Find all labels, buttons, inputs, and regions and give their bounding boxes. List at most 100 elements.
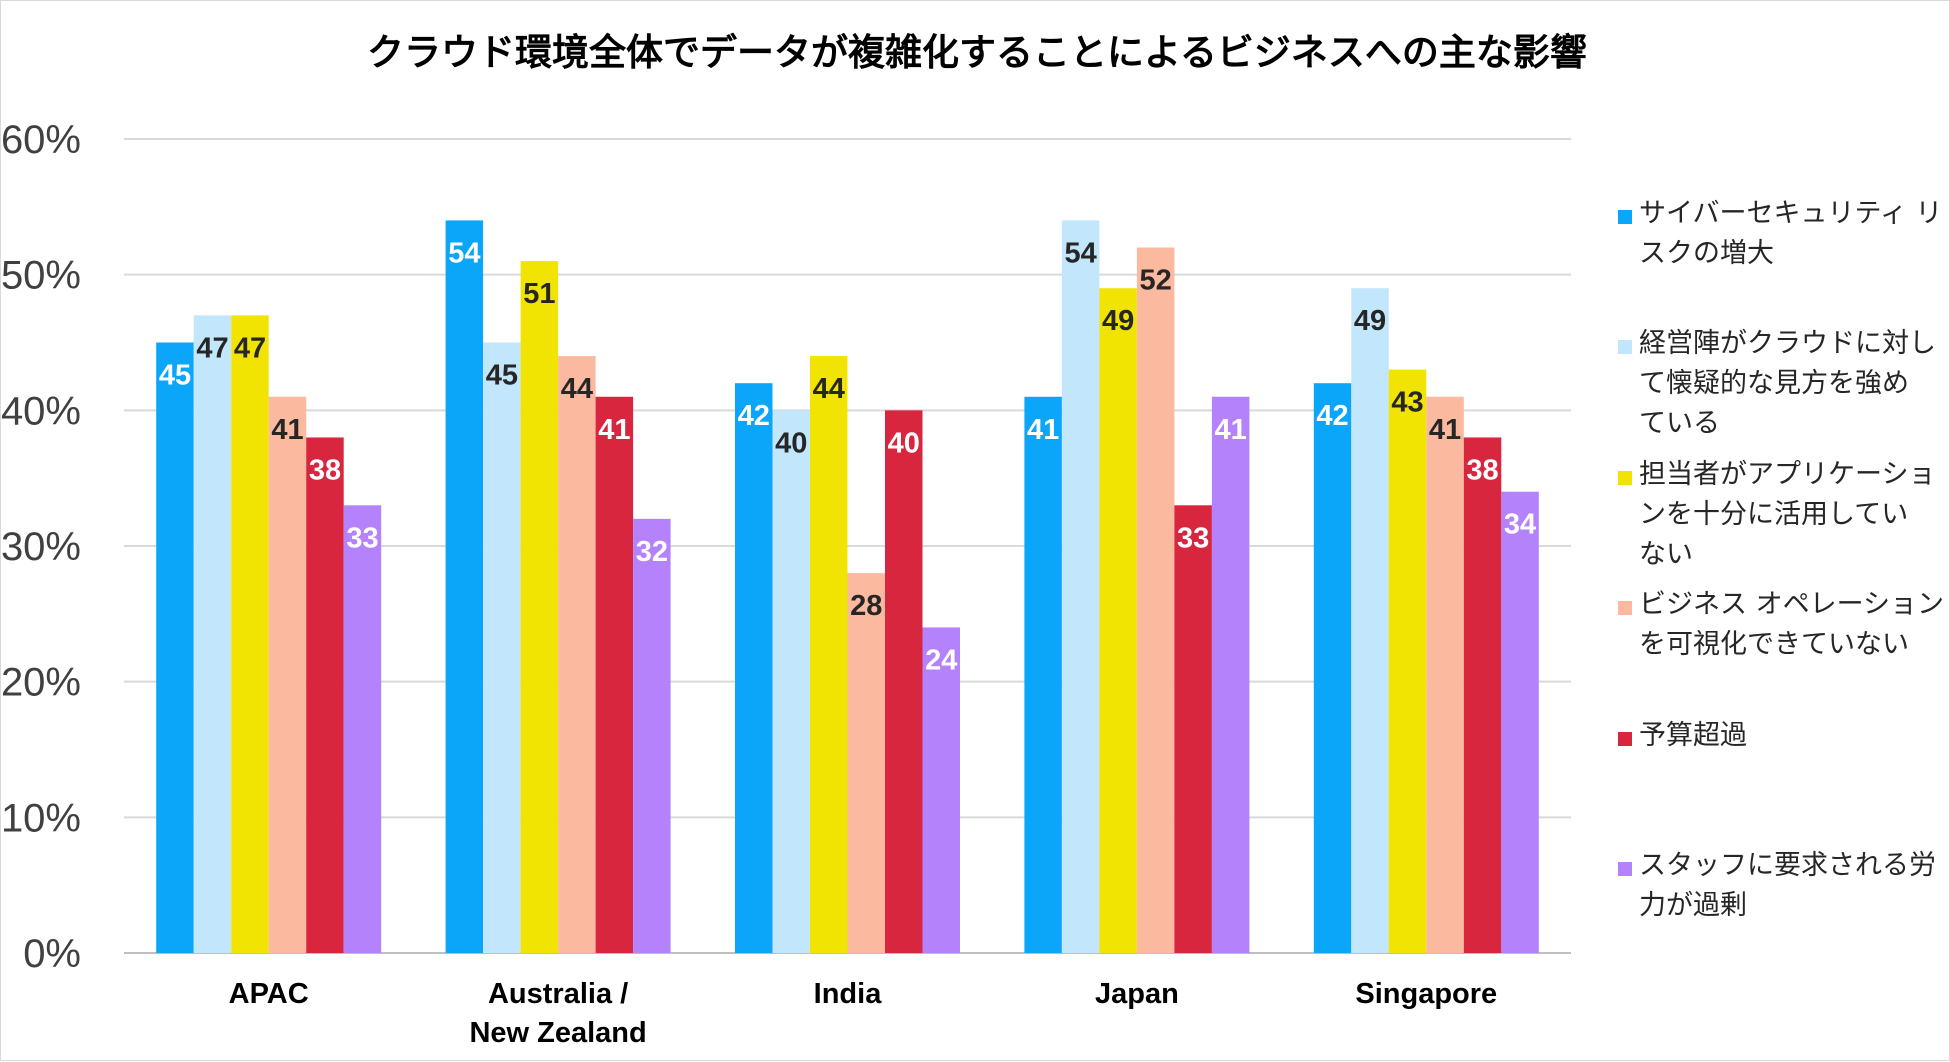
data-label: 41 [271, 414, 303, 446]
bar [922, 627, 960, 953]
bar [1099, 288, 1137, 953]
data-label: 38 [309, 454, 341, 486]
x-category-label: India [814, 978, 883, 1010]
legend-label-line: スクの増大 [1639, 238, 1774, 269]
x-category-label: Singapore [1355, 978, 1497, 1010]
legend-label-line: 力が過剰 [1639, 890, 1747, 921]
legend-label-line: ビジネス オペレーション [1639, 589, 1944, 620]
data-label: 41 [1215, 414, 1247, 446]
x-category-label: Australia / New Zealand [469, 978, 646, 1049]
legend-swatch [1618, 210, 1632, 224]
legend-swatch [1618, 601, 1632, 615]
y-tick-label: 0% [23, 932, 81, 976]
legend-label-line: ている [1639, 408, 1720, 439]
data-label: 52 [1140, 265, 1172, 297]
data-label: 54 [1065, 237, 1097, 269]
data-label: 33 [1177, 522, 1209, 554]
data-label: 33 [346, 522, 378, 554]
bar [231, 315, 269, 953]
legend-label-line: ンを十分に活用してい [1639, 499, 1908, 530]
bar [1313, 383, 1352, 953]
legend-label: 予算超過 [1639, 720, 1747, 751]
data-label: 41 [1027, 414, 1059, 446]
legend-label: ビジネス オペレーションを可視化できていない [1639, 589, 1944, 660]
data-label: 38 [1466, 454, 1498, 486]
x-category-label-line: New Zealand [469, 1017, 646, 1049]
bar [1024, 396, 1062, 953]
y-tick-label: 40% [1, 389, 81, 433]
y-tick-label: 30% [1, 525, 81, 569]
y-tick-label: 50% [1, 254, 81, 298]
data-label: 42 [1316, 400, 1348, 432]
data-label: 42 [738, 400, 770, 432]
bar [847, 573, 885, 953]
data-label: 44 [813, 373, 845, 405]
x-category-label-line: APAC [229, 978, 309, 1010]
data-label: 44 [561, 373, 593, 405]
legend-label-line: 担当者がアプリケーショ [1639, 459, 1935, 490]
bar [343, 505, 382, 953]
bar [885, 410, 923, 953]
data-label: 40 [888, 427, 920, 459]
x-category-label-line: Japan [1095, 978, 1179, 1010]
legend-swatch [1618, 340, 1632, 354]
x-axis: APAC Australia / New Zealand India Japan Sing… [229, 978, 1498, 1049]
x-category-label: Japan [1095, 978, 1179, 1010]
bar [193, 315, 232, 953]
data-label: 24 [925, 644, 957, 676]
legend-swatch [1618, 862, 1632, 876]
legend-label: 担当者がアプリケーションを十分に活用していない [1639, 459, 1935, 570]
data-label: 41 [598, 414, 630, 446]
data-label: 49 [1102, 305, 1134, 337]
bar [268, 396, 307, 953]
bar [772, 410, 810, 953]
legend-swatch [1618, 471, 1632, 485]
bar [1174, 505, 1212, 953]
legend-label-line: サイバーセキュリティ リ [1639, 198, 1942, 229]
bar [1501, 491, 1539, 953]
bar [1426, 396, 1464, 953]
data-label: 32 [636, 536, 668, 568]
x-category-label-line: Singapore [1355, 978, 1497, 1010]
legend-swatch [1618, 732, 1632, 746]
x-category-label-line: Australia / [488, 978, 628, 1010]
y-axis: 0% 10% 20% 30% 40% 50% 60% [1, 118, 81, 976]
data-label: 40 [775, 427, 807, 459]
bar [1136, 247, 1175, 954]
bars [156, 220, 1539, 954]
bar [156, 342, 194, 953]
data-label: 34 [1504, 509, 1536, 541]
y-tick-label: 10% [1, 796, 81, 840]
bar [1351, 288, 1389, 953]
data-label: 43 [1391, 387, 1423, 419]
legend-label-line: 経営陣がクラウドに対し [1639, 328, 1936, 359]
bar [735, 383, 773, 953]
x-category-label-line: India [814, 978, 883, 1010]
legend-label: スタッフに要求される労力が過剰 [1639, 850, 1936, 921]
bar [810, 356, 848, 954]
data-label: 28 [850, 590, 882, 622]
legend-label-line: て懐疑的な見方を強め [1639, 368, 1909, 399]
data-label: 41 [1429, 414, 1461, 446]
bar [595, 396, 634, 953]
bar [1061, 220, 1100, 953]
legend-label-line: 予算超過 [1639, 720, 1747, 751]
legend-label-line: ない [1639, 539, 1693, 570]
legend-label-line: スタッフに要求される労 [1639, 850, 1936, 881]
legend-label: サイバーセキュリティ リスクの増大 [1639, 198, 1942, 269]
legend: サイバーセキュリティ リスクの増大経営陣がクラウドに対して懐疑的な見方を強めてい… [1618, 198, 1944, 921]
bar [633, 518, 671, 953]
data-label: 45 [486, 360, 518, 392]
bar [483, 342, 521, 953]
bar [445, 220, 484, 953]
data-label: 54 [448, 237, 480, 269]
data-label: 49 [1354, 305, 1386, 337]
x-category-label: APAC [229, 978, 309, 1010]
data-label: 47 [234, 332, 266, 364]
data-label: 47 [196, 332, 228, 364]
bar [1463, 437, 1502, 953]
chart-title: クラウド環境全体でデータが複雑化することによるビジネスへの主な影響 [367, 31, 1587, 74]
legend-label: 経営陣がクラウドに対して懐疑的な見方を強めている [1639, 328, 1936, 439]
data-label: 45 [159, 360, 191, 392]
